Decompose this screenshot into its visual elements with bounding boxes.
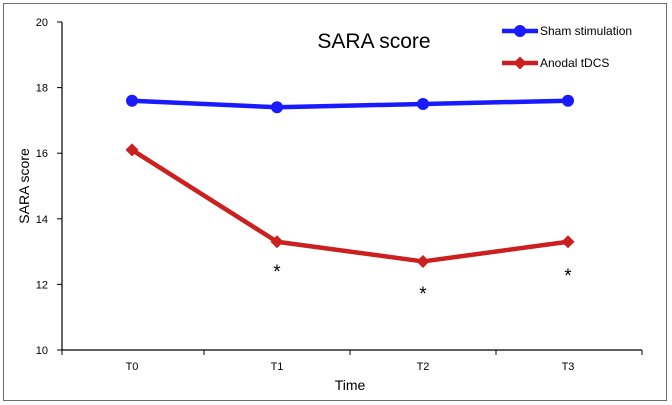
y-tick-label: 18 — [36, 83, 48, 95]
significance-asterisk: * — [564, 266, 572, 287]
data-point-anodal-tdcs — [270, 235, 284, 249]
data-point-sham-stimulation — [562, 94, 574, 107]
data-point-sham-stimulation — [126, 94, 138, 107]
chart-title: SARA score — [317, 30, 430, 53]
legend-label-sham-stimulation: Sham stimulation — [540, 24, 632, 38]
chart-legend: Sham stimulation Anodal tDCS — [502, 24, 632, 70]
data-point-anodal-tdcs — [561, 235, 575, 249]
legend-label-anodal-tdcs: Anodal tDCS — [540, 56, 609, 70]
y-tick-label: 16 — [36, 148, 48, 160]
y-tick-label: 10 — [36, 345, 48, 357]
x-tick-label: T0 — [126, 361, 139, 373]
data-point-sham-stimulation — [417, 98, 429, 110]
x-axis-title: Time — [335, 377, 366, 393]
data-point-sham-stimulation — [271, 101, 283, 114]
data-point-anodal-tdcs — [416, 254, 430, 268]
x-tick-label: T3 — [562, 361, 575, 373]
legend-marker-anodal-tdcs — [513, 56, 527, 70]
chart-axes: 10 12 14 16 18 20 T0 T1 T2 T3 — [36, 17, 643, 373]
series-line-anodal-tdcs — [130, 148, 569, 264]
significance-asterisk: * — [273, 262, 281, 283]
legend-marker-sham-stimulation — [514, 25, 526, 37]
y-axis-title: SARA score — [16, 148, 32, 224]
y-tick-label: 14 — [36, 214, 48, 226]
chart-frame — [3, 3, 667, 401]
series-line-sham-stimulation — [131, 98, 569, 110]
significance-asterisk: * — [419, 284, 427, 305]
chart-annotations: * * * — [273, 262, 572, 305]
x-tick-label: T1 — [271, 361, 284, 373]
data-point-anodal-tdcs — [125, 143, 139, 157]
y-tick-label: 12 — [36, 279, 48, 291]
chart-series — [125, 94, 575, 268]
y-tick-label: 20 — [36, 17, 48, 29]
x-tick-label: T2 — [417, 361, 430, 373]
